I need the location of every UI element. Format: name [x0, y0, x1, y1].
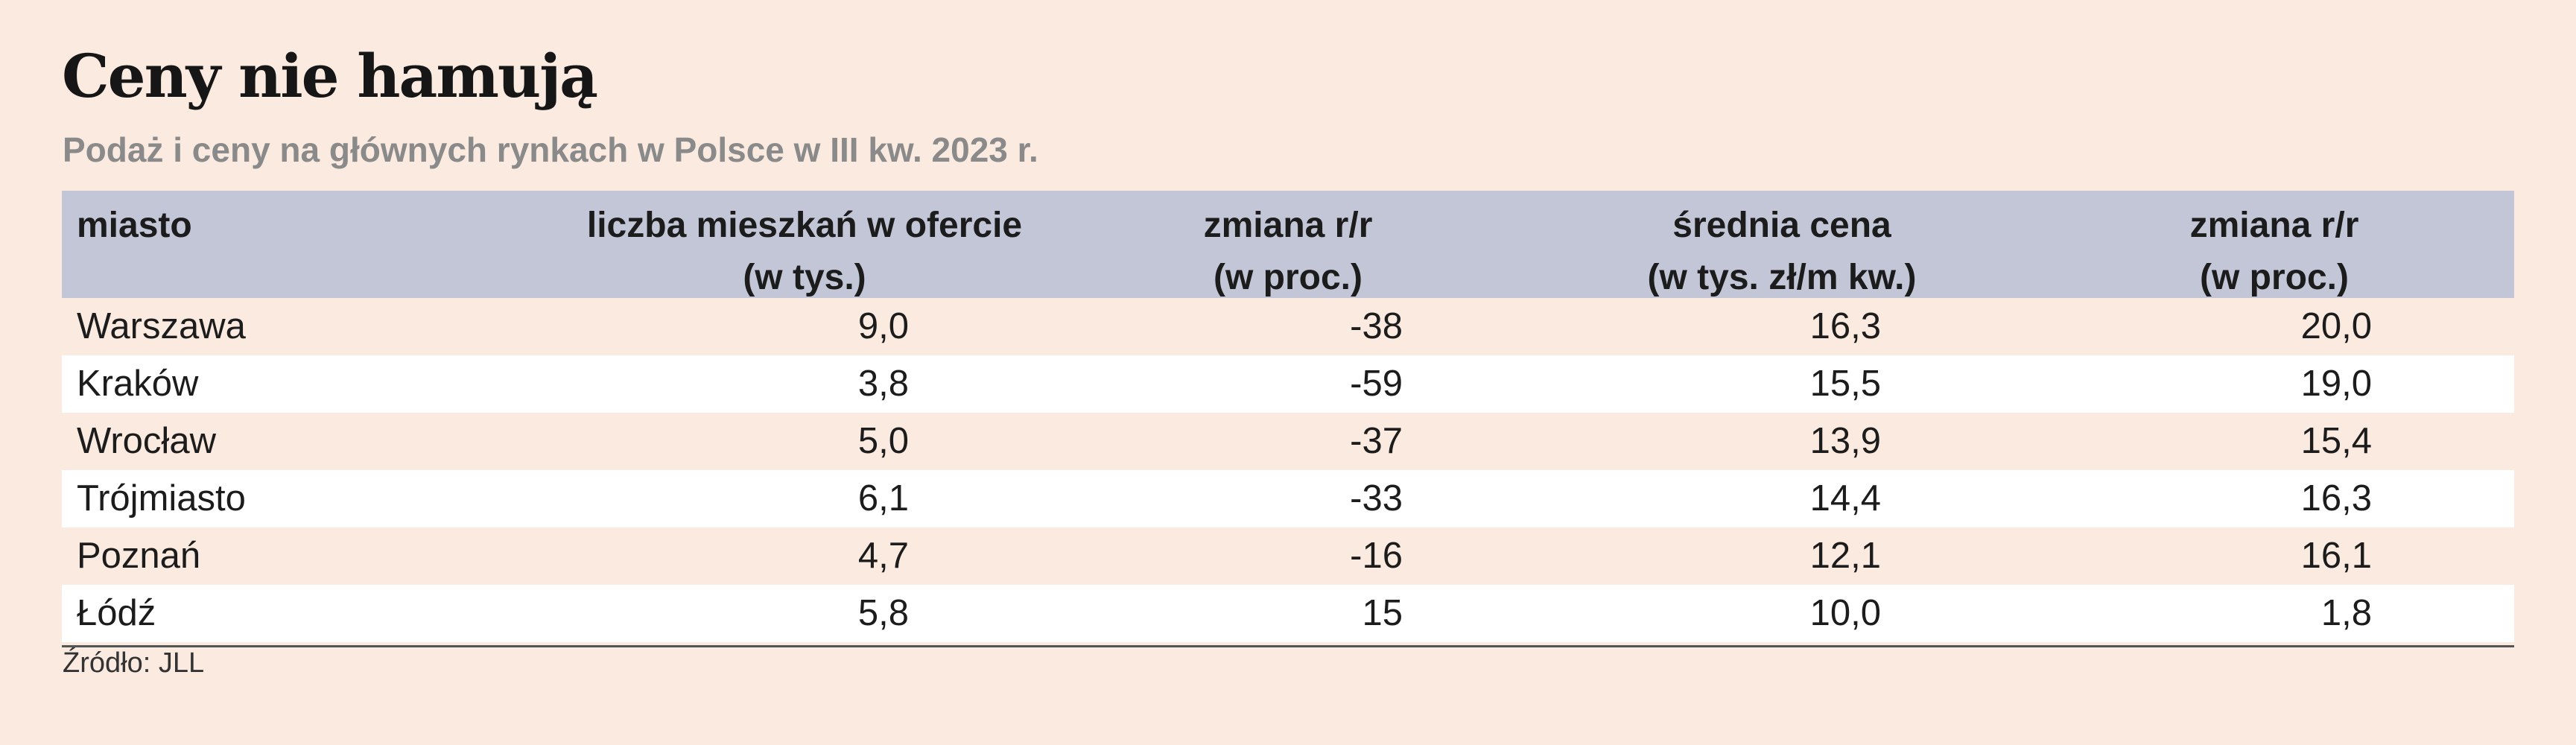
table-row: Poznań 4,7 -16 12,1 16,1	[62, 527, 2514, 585]
cell-avg-price: 14,4	[1809, 478, 1881, 519]
table-row: Łódź 5,8 15 10,0 1,8	[62, 585, 2514, 642]
cell-city: Poznań	[77, 536, 201, 576]
cell-price-change: 15,4	[2300, 421, 2372, 461]
cell-listings-change: -33	[1350, 478, 1403, 519]
cell-city: Wrocław	[77, 421, 216, 461]
cell-listings-change: 15	[1362, 593, 1403, 633]
cell-avg-price: 13,9	[1809, 421, 1881, 461]
header-line: zmiana r/r	[1203, 206, 1373, 245]
cell-price-change: 20,0	[2300, 306, 2372, 346]
data-table: miasto liczba mieszkań w ofercie (w tys.…	[62, 191, 2514, 647]
header-miasto: miasto	[77, 200, 192, 252]
cell-listings-change: -37	[1350, 421, 1403, 461]
cell-listings-change: -59	[1350, 364, 1403, 404]
cell-price-change: 1,8	[2320, 593, 2372, 633]
cell-city: Łódź	[77, 593, 156, 633]
header-zmiana-ceny: zmiana r/r (w proc.)	[2190, 200, 2359, 304]
header-line: miasto	[77, 206, 192, 245]
cell-listings: 9,0	[857, 306, 909, 346]
header-line: (w tys.)	[743, 258, 866, 297]
cell-price-change: 19,0	[2300, 364, 2372, 404]
header-line: (w tys. zł/m kw.)	[1647, 258, 1917, 297]
header-line: (w proc.)	[1213, 258, 1362, 297]
header-line: (w proc.)	[2199, 258, 2349, 297]
cell-avg-price: 15,5	[1809, 364, 1881, 404]
cell-city: Trójmiasto	[77, 478, 246, 519]
cell-price-change: 16,1	[2300, 536, 2372, 576]
cell-listings-change: -38	[1350, 306, 1403, 346]
header-srednia-cena: średnia cena (w tys. zł/m kw.)	[1648, 200, 1917, 304]
table-row: Wrocław 5,0 -37 13,9 15,4	[62, 413, 2514, 470]
header-line: średnia cena	[1672, 206, 1891, 245]
cell-listings-change: -16	[1350, 536, 1403, 576]
header-liczba-mieszkan: liczba mieszkań w ofercie (w tys.)	[587, 200, 1022, 304]
header-line: liczba mieszkań w ofercie	[586, 206, 1023, 245]
table-row: Kraków 3,8 -59 15,5 19,0	[62, 355, 2514, 413]
cell-listings: 5,8	[857, 593, 909, 633]
source-note: Źródło: JLL	[63, 647, 205, 679]
table-row: Trójmiasto 6,1 -33 14,4 16,3	[62, 470, 2514, 527]
cell-price-change: 16,3	[2300, 478, 2372, 519]
table-row: Warszawa 9,0 -38 16,3 20,0	[62, 298, 2514, 355]
header-line: zmiana r/r	[2189, 206, 2359, 245]
cell-listings: 3,8	[857, 364, 909, 404]
cell-avg-price: 10,0	[1809, 593, 1881, 633]
cell-avg-price: 16,3	[1809, 306, 1881, 346]
cell-city: Warszawa	[77, 306, 246, 346]
cell-avg-price: 12,1	[1809, 536, 1881, 576]
cell-listings: 6,1	[857, 478, 909, 519]
table-header: miasto liczba mieszkań w ofercie (w tys.…	[62, 191, 2514, 298]
cell-city: Kraków	[77, 364, 199, 404]
cell-listings: 4,7	[857, 536, 909, 576]
chart-subtitle: Podaż i ceny na głównych rynkach w Polsc…	[63, 130, 1038, 169]
chart-title: Ceny nie hamują	[62, 41, 598, 111]
table-bottom-rule	[62, 645, 2514, 647]
header-zmiana-liczby: zmiana r/r (w proc.)	[1204, 200, 1373, 304]
cell-listings: 5,0	[857, 421, 909, 461]
